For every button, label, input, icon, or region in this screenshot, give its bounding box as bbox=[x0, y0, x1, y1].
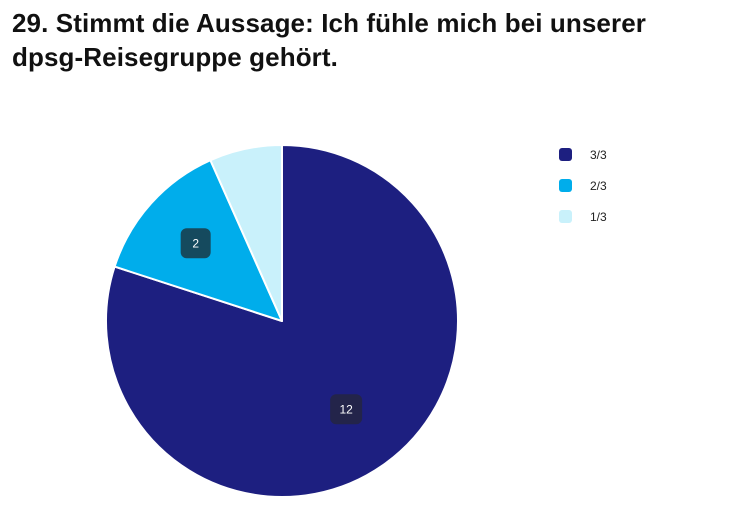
legend-swatch bbox=[559, 179, 572, 192]
legend-item-1-of-3: 1/3 bbox=[559, 201, 607, 232]
data-label-2-of-3: 2 bbox=[180, 228, 211, 259]
legend-label: 3/3 bbox=[590, 147, 607, 162]
data-label-text: 12 bbox=[339, 402, 353, 416]
chart-legend: 3/3 2/3 1/3 bbox=[559, 139, 607, 232]
data-label-text: 2 bbox=[192, 236, 199, 250]
legend-label: 1/3 bbox=[590, 209, 607, 224]
legend-item-3-of-3: 3/3 bbox=[559, 139, 607, 170]
legend-item-2-of-3: 2/3 bbox=[559, 170, 607, 201]
pie-slice-3-of-3 bbox=[104, 144, 459, 498]
legend-swatch bbox=[559, 210, 572, 223]
legend-swatch bbox=[559, 148, 572, 161]
chart-title: 29. Stimmt die Aussage: Ich fühle mich b… bbox=[12, 8, 646, 72]
legend-label: 2/3 bbox=[590, 178, 607, 193]
data-label-3-of-3: 12 bbox=[330, 394, 363, 425]
pie-slice-1-of-3 bbox=[209, 144, 283, 322]
